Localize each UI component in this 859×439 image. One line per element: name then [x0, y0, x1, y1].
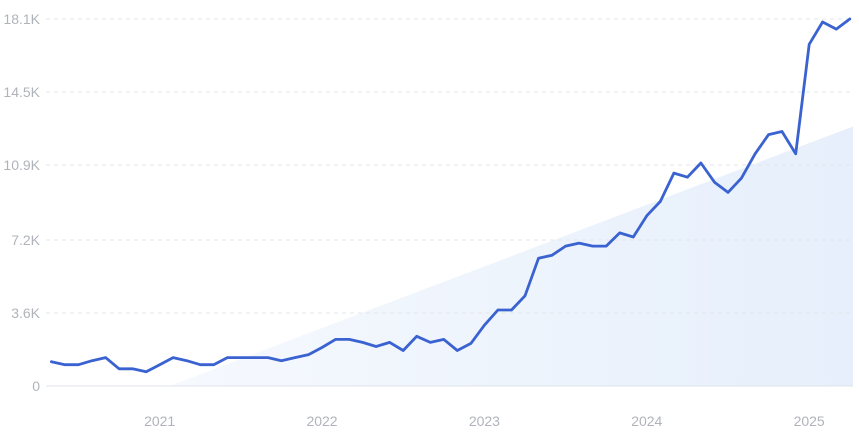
data-point	[496, 308, 500, 312]
data-point	[767, 133, 770, 136]
data-point	[591, 244, 594, 248]
data-point	[212, 363, 215, 366]
data-point	[239, 356, 242, 359]
data-point	[537, 257, 540, 260]
y-tick-label: 3.6K	[11, 305, 40, 321]
data-point	[808, 43, 811, 46]
data-point	[293, 356, 297, 359]
data-point	[618, 231, 621, 235]
data-point	[374, 345, 378, 348]
data-point	[442, 338, 445, 341]
data-point	[848, 17, 851, 21]
y-tick-label: 0	[32, 378, 40, 394]
y-tick-label: 14.5K	[3, 84, 40, 100]
data-point	[780, 130, 784, 133]
data-point	[171, 356, 175, 359]
data-point	[456, 349, 459, 352]
data-point	[550, 254, 554, 257]
data-point	[794, 152, 797, 155]
trend-area	[169, 126, 853, 387]
data-point	[158, 363, 161, 366]
data-point	[726, 191, 730, 194]
data-point	[361, 341, 364, 344]
data-point	[104, 356, 107, 359]
data-point	[672, 171, 676, 175]
data-point	[469, 342, 473, 345]
series-line	[50, 17, 852, 374]
data-point	[266, 356, 270, 359]
x-tick-label: 2023	[469, 413, 500, 429]
data-point	[564, 244, 567, 248]
data-point	[686, 176, 689, 179]
data-point	[131, 367, 134, 370]
data-point	[415, 335, 418, 338]
x-tick-label: 2025	[794, 413, 825, 429]
data-point	[77, 363, 80, 366]
data-point	[199, 363, 202, 366]
data-point	[307, 353, 310, 356]
y-tick-label: 10.9K	[3, 157, 40, 173]
data-point	[699, 161, 703, 165]
data-point	[835, 27, 838, 31]
y-tick-label: 18.1K	[3, 11, 40, 27]
data-point	[280, 359, 283, 362]
data-point	[320, 346, 324, 349]
data-point	[429, 341, 432, 344]
data-point	[90, 359, 94, 362]
x-tick-label: 2021	[144, 413, 175, 429]
data-point	[145, 370, 148, 373]
data-point	[659, 200, 662, 203]
data-point	[483, 324, 486, 327]
data-point	[63, 363, 67, 366]
x-tick-label: 2022	[306, 413, 337, 429]
data-point	[523, 294, 527, 297]
data-point	[117, 367, 121, 370]
data-point	[388, 341, 391, 344]
data-point	[348, 338, 351, 341]
x-tick-label: 2024	[631, 413, 662, 429]
data-point	[577, 241, 581, 245]
data-point	[713, 181, 716, 184]
y-tick-label: 7.2K	[11, 232, 40, 248]
data-point	[402, 349, 405, 352]
data-point	[632, 235, 635, 239]
data-point	[185, 359, 188, 362]
data-point	[50, 360, 53, 363]
data-point	[226, 356, 229, 359]
data-point	[753, 152, 757, 155]
data-point	[253, 356, 256, 359]
data-point	[740, 177, 743, 180]
data-point	[510, 308, 513, 312]
data-point	[821, 20, 824, 24]
data-point	[645, 214, 648, 217]
data-point	[605, 244, 608, 248]
data-point	[334, 338, 337, 341]
